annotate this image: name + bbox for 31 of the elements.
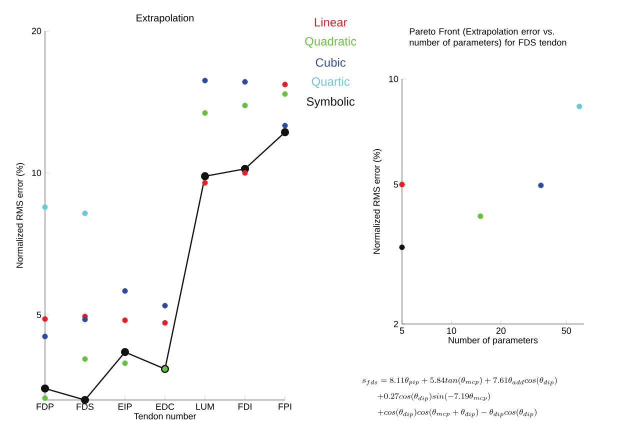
x-tick-label: FDI [238, 404, 252, 410]
y-tick-label: 10 [389, 76, 398, 82]
x-axis-title: Number of parameters [448, 336, 538, 346]
chart-title: Pareto Front (Extrapolation error vs. number of parameters) for FDS tendon [410, 28, 566, 48]
y-axis-title: Normalized RMS error (%) [373, 149, 382, 254]
x-tick-label: FPI [278, 404, 292, 410]
x-tick-label: EDC [156, 404, 174, 410]
text: $+ cos(\theta_{dip}) cos(\theta_{mcp} + \theta_{dip}) - \theta_{dip} cos(\theta_{dip})$ [378, 408, 536, 418]
x-tick-label: 5 [400, 328, 404, 334]
text: Symbolic [306, 96, 355, 108]
text: Quadratic [305, 36, 356, 48]
text: $+ 0.27 cos(\theta_{dip}) sin(-7.19\theta_{mcp})$ [378, 392, 490, 402]
chart-title: Extrapolation [136, 14, 194, 24]
x-tick-label: FDS [76, 404, 94, 410]
x-tick-label: 10 [447, 328, 456, 334]
x-tick-label: 20 [496, 328, 506, 334]
y-tick-label: 5 [394, 181, 398, 188]
x-tick-label: EIP [118, 404, 132, 410]
y-tick-label: 5 [36, 312, 42, 318]
text: Linear [314, 18, 348, 27]
x-tick-label: LUM [196, 404, 214, 410]
x-tick-label: FDP [36, 404, 54, 410]
text: Cubic [316, 58, 346, 67]
y-tick-label: 20 [32, 28, 42, 34]
x-tick-label: 50 [562, 328, 572, 334]
text: $s_{fds} = 8.11\theta_{pip} + 5.84 tan(\theta_{mcp}) + 7.61\theta_{add} cos(\theta_{dip})$ [362, 376, 557, 386]
y-tick-label: 2 [394, 320, 398, 328]
text: Quartic [312, 76, 350, 88]
x-axis-title: Tendon number [134, 412, 196, 420]
y-axis-title: Normalized RMS error (%) [16, 163, 25, 268]
y-tick-label: 10 [32, 170, 42, 176]
